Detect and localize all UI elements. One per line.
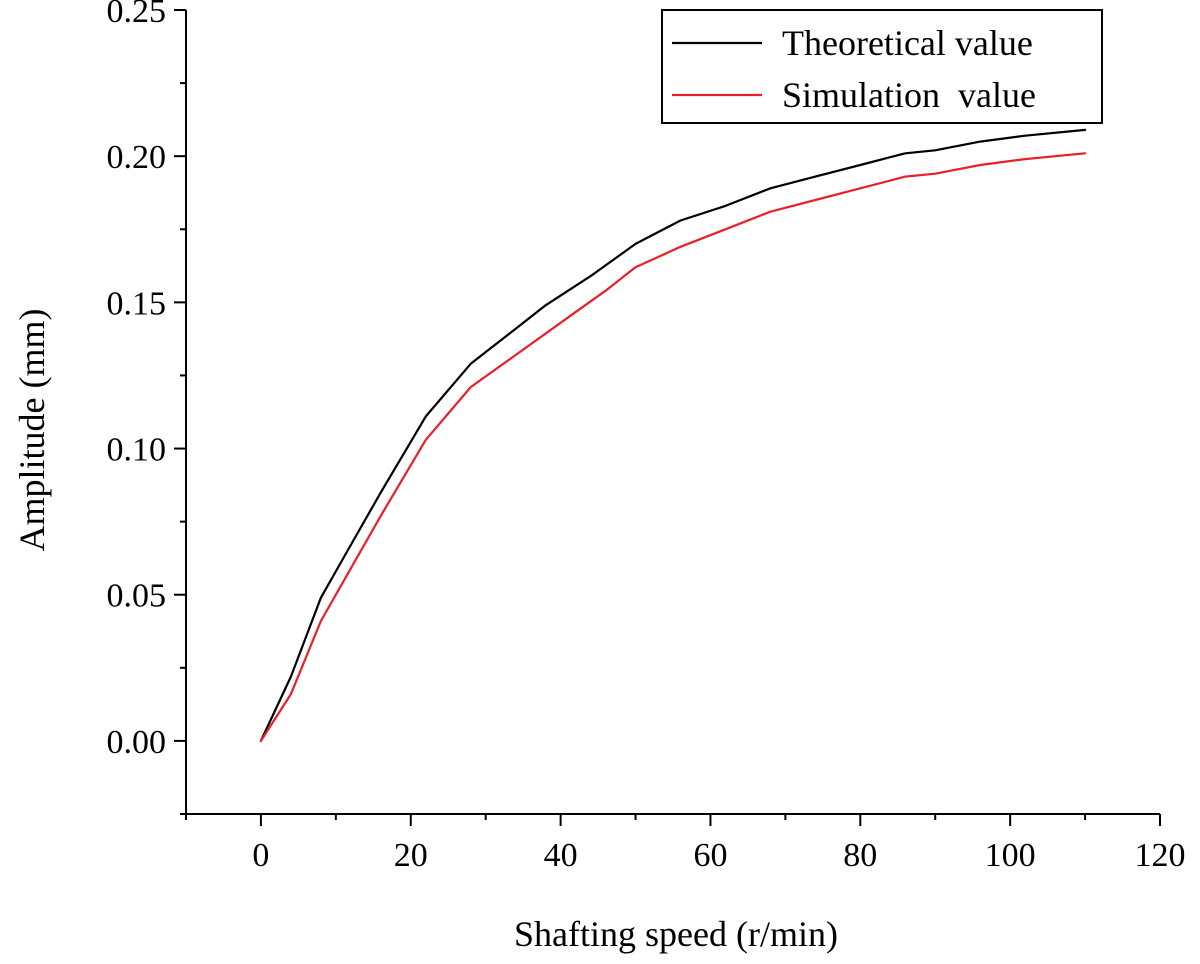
- x-tick-label: 80: [843, 837, 877, 874]
- x-tick-label: 0: [252, 837, 269, 874]
- x-tick-label: 60: [693, 837, 727, 874]
- y-tick-label: 0.20: [107, 139, 167, 176]
- series-line-simulation: [259, 152, 1087, 743]
- x-axis-title: Shafting speed (r/min): [514, 914, 838, 954]
- y-axis-title: Amplitude (mm): [12, 309, 52, 552]
- y-tick-label: 0.25: [107, 0, 167, 30]
- y-tick-label: 0.15: [107, 285, 167, 322]
- x-tick-label: 120: [1135, 837, 1186, 874]
- series-line-theoretical: [259, 128, 1087, 743]
- y-tick-label: 0.05: [107, 578, 167, 615]
- x-tick-label: 40: [544, 837, 578, 874]
- x-tick-label: 100: [985, 837, 1036, 874]
- y-tick-label: 0.10: [107, 432, 167, 469]
- series-group: [259, 128, 1087, 743]
- legend-box: [661, 9, 1103, 124]
- y-tick-label: 0.00: [107, 724, 167, 761]
- x-tick-label: 20: [394, 837, 428, 874]
- legend-label-simulation: Simulation value: [782, 75, 1036, 115]
- legend-label-theoretical: Theoretical value: [782, 23, 1033, 63]
- axes-group: 0 20 40 60 80 100 120 0.00 0.05 0.10 0.15 0.20 0.25: [107, 0, 1186, 874]
- legend: Theoretical value Simulation value: [661, 9, 1103, 124]
